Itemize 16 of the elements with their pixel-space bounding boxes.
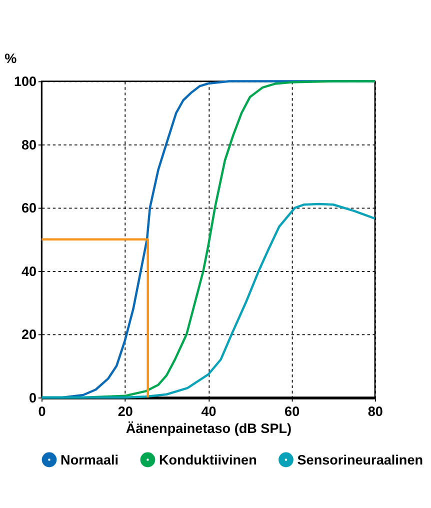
y-tick-label: 0 [29,390,37,406]
x-tick-label: 60 [284,404,300,420]
y-tick-label: 100 [14,74,37,90]
legend-label: Sensorineuraalinen [297,452,424,468]
x-tick-label: 20 [118,404,133,420]
x-tick-label: 40 [201,404,216,420]
legend-label: Konduktiivinen [159,452,257,468]
legend-label: Normaali [60,452,119,468]
y-tick-label: 80 [22,137,37,152]
y-tick-label: 20 [22,327,37,342]
line-series [40,202,376,399]
x-tick-label: 80 [368,404,383,420]
y-tick-label: 40 [22,264,37,279]
y-tick-label: 60 [22,200,37,216]
y-axis-title: % [4,50,17,66]
x-axis-title: Äänenpainetaso (dB SPL) [126,421,292,436]
